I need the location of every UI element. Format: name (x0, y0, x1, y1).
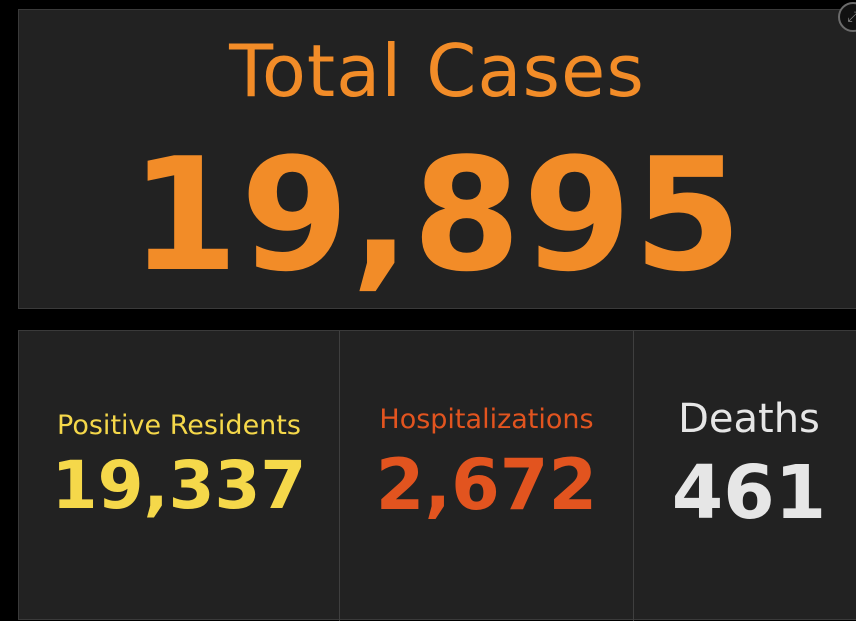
total-cases-card: Total Cases 19,895 (18, 9, 856, 309)
hospitalizations-label: Hospitalizations (379, 404, 594, 435)
expand-button[interactable]: ⤢ (838, 2, 856, 32)
stat-divider (633, 331, 634, 621)
deaths-value: 461 (671, 450, 827, 536)
deaths-label: Deaths (678, 396, 820, 442)
positive-residents-stat: Positive Residents 19,337 (19, 331, 339, 605)
expand-icon: ⤢ (847, 9, 856, 25)
stat-divider (339, 331, 340, 621)
hospitalizations-value: 2,672 (375, 444, 598, 526)
total-cases-title: Total Cases (229, 29, 645, 113)
positive-residents-label: Positive Residents (57, 410, 301, 441)
hospitalizations-stat: Hospitalizations 2,672 (340, 331, 633, 605)
total-cases-value: 19,895 (130, 124, 744, 306)
stats-card: Positive Residents 19,337 Hospitalizatio… (18, 330, 856, 621)
deaths-stat: Deaths 461 (634, 331, 856, 605)
positive-residents-value: 19,337 (51, 447, 307, 524)
